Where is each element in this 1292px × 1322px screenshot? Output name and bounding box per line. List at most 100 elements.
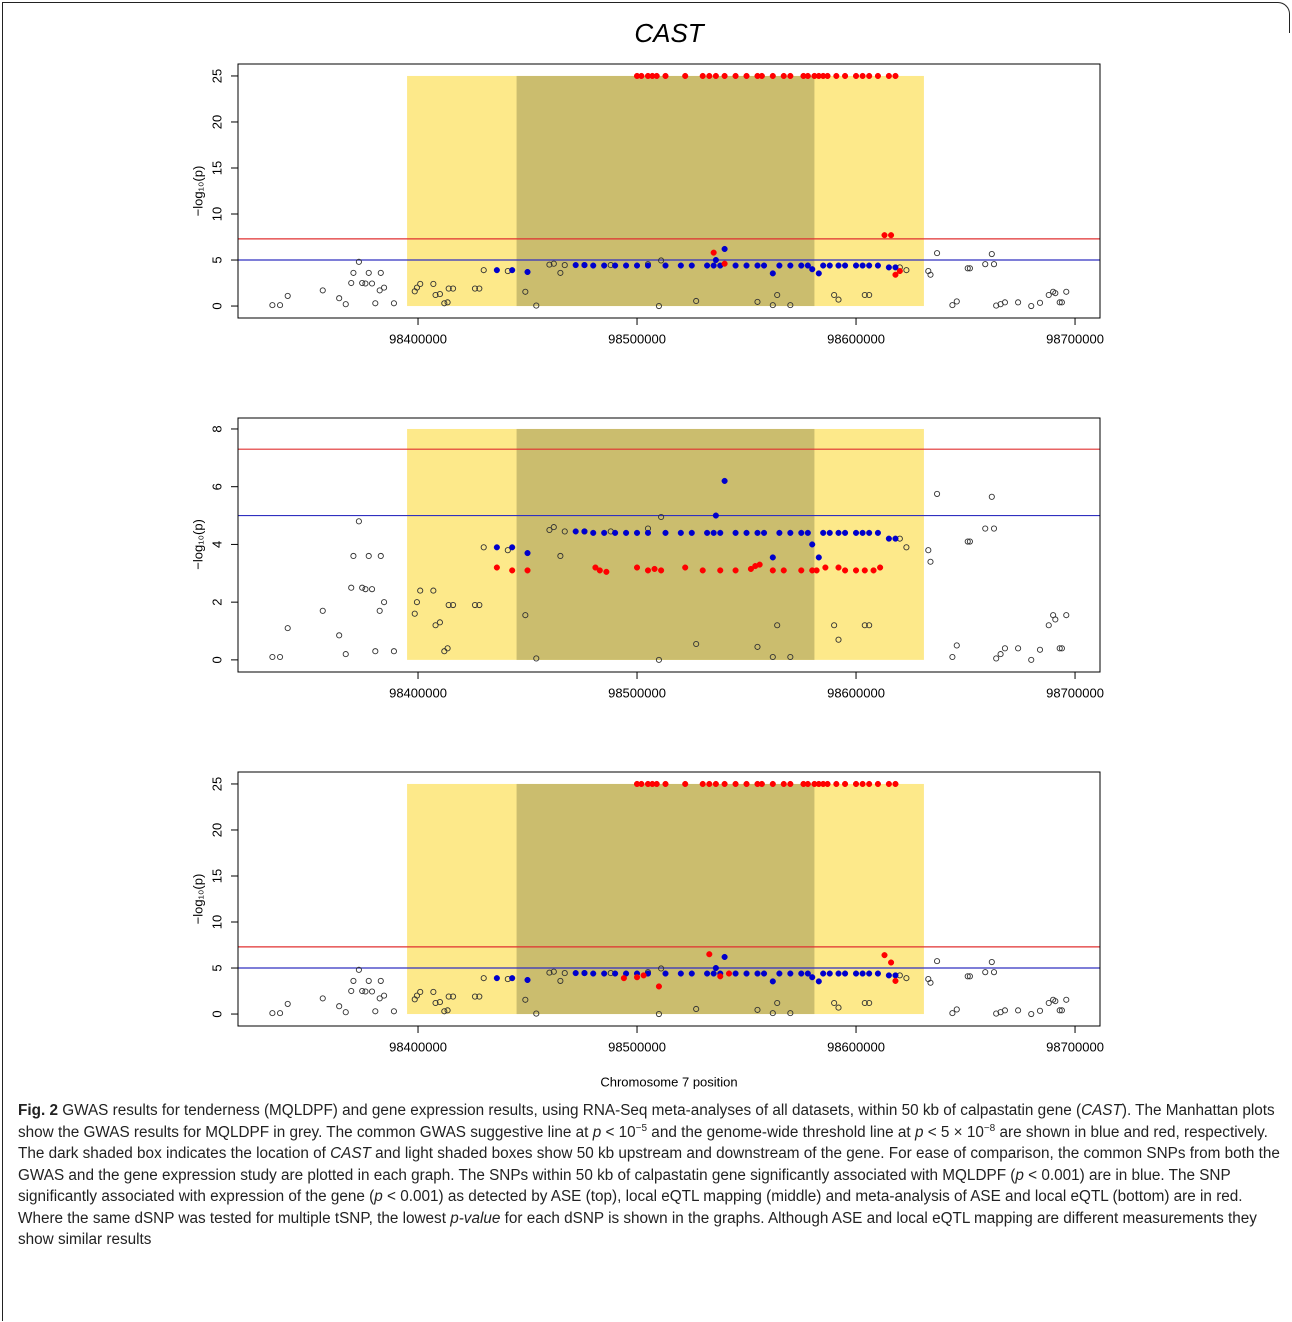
snp-point — [776, 529, 783, 536]
snp-point — [787, 780, 794, 788]
snp-point — [866, 529, 873, 536]
snp-point — [866, 72, 873, 80]
snp-point — [640, 972, 647, 979]
snp-point — [787, 302, 794, 309]
snp-point — [982, 261, 989, 268]
shaded-region — [516, 783, 815, 1015]
snp-point — [413, 284, 420, 291]
snp-point — [1001, 645, 1009, 652]
snp-point — [509, 567, 516, 574]
snp-point — [704, 529, 711, 536]
caption-text: < 5 × 10 — [923, 1123, 984, 1141]
snp-point — [717, 529, 724, 536]
snp-point — [964, 538, 971, 545]
snp-point — [874, 780, 881, 788]
snp-point — [760, 529, 768, 536]
x-tick-label: 98700000 — [1046, 331, 1104, 346]
snp-point — [769, 1010, 776, 1017]
x-axis-label: Chromosome 7 position — [600, 1074, 737, 1089]
y-tick-label: 2 — [209, 599, 224, 606]
snp-point — [993, 1010, 1000, 1017]
snp-point — [633, 529, 641, 536]
snp-point — [493, 975, 500, 982]
y-tick-label: 10 — [209, 207, 224, 221]
snp-point — [342, 301, 349, 308]
snp-point — [365, 269, 372, 276]
snp-point — [949, 302, 956, 309]
snp-point — [835, 262, 842, 269]
snp-point — [866, 970, 873, 977]
snp-point — [688, 529, 695, 536]
snp-point — [866, 999, 873, 1007]
snp-point — [704, 262, 711, 269]
snp-point — [903, 544, 910, 551]
snp-point — [892, 972, 899, 979]
caption-text: −8 — [983, 1122, 996, 1134]
caption-text: CAST — [1081, 1102, 1122, 1119]
snp-point — [550, 524, 557, 531]
snp-point — [430, 988, 437, 995]
snp-point — [732, 780, 739, 788]
snp-point — [581, 262, 588, 269]
plot-box — [237, 417, 1101, 673]
snp-point — [809, 266, 816, 273]
snp-point — [417, 988, 424, 995]
snp-point — [774, 291, 781, 299]
caption-text: and the genome-wide threshold line at — [647, 1123, 915, 1141]
snp-point — [804, 780, 811, 788]
snp-point — [493, 564, 500, 571]
snp-point — [934, 958, 941, 965]
snp-point — [355, 258, 362, 265]
y-axis-label: −log₁₀(p) — [190, 519, 205, 570]
snp-point — [557, 269, 564, 276]
snp-point — [964, 265, 971, 272]
caption-text: p — [592, 1123, 602, 1141]
snp-point — [276, 1010, 284, 1017]
snp-point — [877, 564, 884, 571]
snp-point — [348, 279, 355, 287]
snp-point — [1015, 1007, 1022, 1014]
caption-text: −5 — [635, 1122, 648, 1134]
snp-point — [842, 262, 849, 269]
snp-point — [712, 512, 719, 519]
snp-point — [1001, 299, 1009, 306]
snp-point — [927, 271, 934, 278]
snp-point — [815, 978, 822, 985]
snp-point — [623, 262, 630, 269]
snp-point — [1028, 1010, 1035, 1018]
snp-point — [903, 267, 910, 274]
x-tick-label: 98500000 — [608, 331, 666, 346]
snp-point — [413, 992, 420, 999]
snp-point — [997, 651, 1004, 658]
snp-point — [662, 72, 669, 80]
snp-point — [350, 977, 357, 984]
snp-point — [377, 552, 384, 560]
snp-point — [319, 995, 326, 1002]
x-tick-label: 98400000 — [389, 685, 447, 700]
snp-point — [934, 250, 941, 257]
snp-point — [712, 72, 719, 80]
snp-point — [874, 262, 881, 269]
snp-point — [509, 267, 516, 274]
snp-point — [747, 565, 754, 573]
snp-point — [601, 529, 608, 536]
snp-point — [509, 975, 516, 982]
snp-point — [633, 564, 641, 571]
snp-point — [809, 541, 816, 548]
snp-point — [590, 970, 597, 977]
snp-point — [655, 983, 662, 990]
snp-point — [688, 970, 695, 977]
snp-point — [892, 977, 899, 984]
snp-point — [350, 552, 357, 560]
snp-point — [809, 974, 816, 981]
snp-point — [550, 260, 557, 267]
snp-point — [644, 529, 652, 536]
snp-point — [831, 622, 838, 629]
snp-point — [546, 526, 553, 534]
snp-point — [693, 297, 700, 305]
snp-point — [934, 490, 941, 497]
snp-point — [769, 302, 776, 309]
snp-point — [522, 996, 529, 1003]
snp-point — [533, 302, 540, 309]
x-tick-label: 98500000 — [608, 1039, 666, 1054]
